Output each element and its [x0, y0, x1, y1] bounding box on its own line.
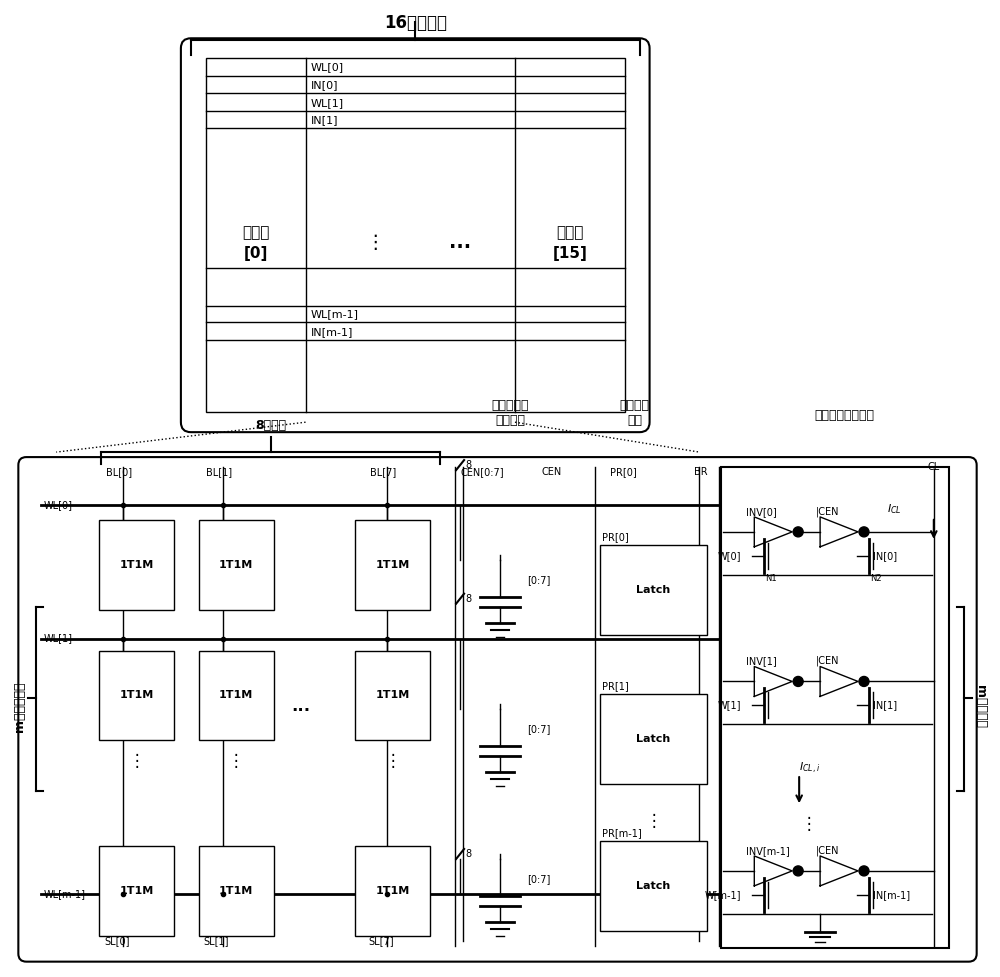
Text: [0:7]: [0:7]: [527, 873, 550, 884]
Circle shape: [859, 527, 869, 537]
Bar: [600, 695, 707, 785]
Text: WL[m-1]: WL[m-1]: [43, 889, 85, 899]
FancyBboxPatch shape: [18, 457, 977, 961]
Text: ⋮: ⋮: [801, 815, 817, 833]
Text: 8: 8: [465, 460, 471, 470]
Circle shape: [859, 676, 869, 687]
Bar: [355, 846, 430, 936]
Text: 子阵列
[0]: 子阵列 [0]: [242, 225, 269, 261]
Text: 1T1M: 1T1M: [119, 560, 154, 570]
Text: ⋮: ⋮: [128, 752, 145, 770]
Text: 8位权重: 8位权重: [255, 419, 286, 432]
Text: SL[1]: SL[1]: [204, 936, 229, 946]
Text: 1T1M: 1T1M: [119, 886, 154, 896]
Bar: [600, 545, 707, 635]
Text: 功能选择传
输管阵列: 功能选择传 输管阵列: [491, 400, 529, 427]
Text: Latch: Latch: [636, 584, 671, 595]
Text: BL[7]: BL[7]: [370, 467, 397, 477]
Text: 1T1M: 1T1M: [219, 886, 253, 896]
Text: WL[1]: WL[1]: [43, 633, 72, 644]
Text: 1T1M: 1T1M: [376, 691, 410, 701]
Bar: [99, 651, 174, 741]
Text: $I_{CL}$: $I_{CL}$: [887, 502, 901, 516]
Text: WL[0]: WL[0]: [311, 63, 344, 72]
Text: IN[1]: IN[1]: [311, 115, 338, 126]
Text: Latch: Latch: [636, 881, 671, 891]
Text: PR[0]: PR[0]: [602, 531, 628, 542]
Circle shape: [793, 676, 803, 687]
Bar: [199, 651, 274, 741]
FancyBboxPatch shape: [181, 38, 650, 432]
Text: N2: N2: [870, 573, 882, 582]
Text: 近存模拟计算阵列: 近存模拟计算阵列: [814, 409, 874, 422]
Text: ⋮: ⋮: [366, 234, 385, 252]
Text: ⋮: ⋮: [384, 752, 401, 770]
Text: IN[0]: IN[0]: [873, 551, 897, 561]
Bar: [721, 467, 949, 948]
Text: PR[m-1]: PR[m-1]: [602, 828, 641, 838]
Text: BL[0]: BL[0]: [106, 467, 132, 477]
Text: ⋮: ⋮: [228, 752, 245, 770]
Text: WL[0]: WL[0]: [43, 500, 72, 510]
Circle shape: [793, 527, 803, 537]
Text: 8: 8: [465, 594, 471, 604]
Circle shape: [859, 866, 869, 876]
Text: 子阵列
[15]: 子阵列 [15]: [552, 225, 587, 261]
Text: WL[1]: WL[1]: [311, 98, 344, 107]
Circle shape: [793, 866, 803, 876]
Text: 参考锁存
阵列: 参考锁存 阵列: [620, 400, 650, 427]
Text: SL[0]: SL[0]: [104, 936, 130, 946]
Text: PR[1]: PR[1]: [602, 681, 628, 692]
Text: W[m-1]: W[m-1]: [705, 890, 741, 900]
Text: CEN[0:7]: CEN[0:7]: [460, 467, 504, 477]
Text: W[0]: W[0]: [718, 551, 741, 561]
Text: m个输入端: m个输入端: [974, 685, 987, 728]
Text: CEN: CEN: [542, 467, 562, 477]
Text: 1T1M: 1T1M: [376, 560, 410, 570]
Bar: [355, 520, 430, 610]
Text: INV[0]: INV[0]: [746, 507, 777, 517]
Text: N1: N1: [765, 573, 777, 582]
Bar: [99, 520, 174, 610]
Text: |CEN: |CEN: [816, 656, 840, 666]
Text: 16个子阵列: 16个子阵列: [384, 15, 447, 32]
Text: INV[1]: INV[1]: [746, 657, 777, 666]
Text: [0:7]: [0:7]: [527, 724, 550, 735]
Bar: [355, 651, 430, 741]
Text: BR: BR: [694, 467, 708, 477]
Text: IN[0]: IN[0]: [311, 80, 338, 90]
Text: IN[1]: IN[1]: [873, 701, 897, 710]
Bar: [600, 841, 707, 931]
Text: 1T1M: 1T1M: [376, 886, 410, 896]
Text: SL[7]: SL[7]: [368, 936, 394, 946]
Text: ⋮: ⋮: [645, 812, 662, 830]
Text: IN[m-1]: IN[m-1]: [873, 890, 910, 900]
Text: 1T1M: 1T1M: [219, 691, 253, 701]
Text: PR[0]: PR[0]: [610, 467, 636, 477]
Text: [0:7]: [0:7]: [527, 574, 550, 585]
Bar: [199, 520, 274, 610]
Text: IN[m-1]: IN[m-1]: [311, 327, 353, 337]
Text: |CEN: |CEN: [816, 506, 840, 517]
Text: W[1]: W[1]: [718, 701, 741, 710]
Bar: [206, 59, 625, 412]
Text: 1T1M: 1T1M: [119, 691, 154, 701]
Text: CL: CL: [928, 462, 940, 472]
Text: BL[1]: BL[1]: [206, 467, 232, 477]
Text: |CEN: |CEN: [816, 845, 840, 856]
Text: m个权重数据: m个权重数据: [13, 681, 26, 732]
Text: INV[m-1]: INV[m-1]: [746, 846, 790, 856]
Text: 8: 8: [465, 849, 471, 859]
Text: 1T1M: 1T1M: [219, 560, 253, 570]
Text: Latch: Latch: [636, 735, 671, 744]
Text: ...: ...: [291, 698, 310, 715]
Text: $I_{CL,i}$: $I_{CL,i}$: [799, 761, 820, 776]
Bar: [199, 846, 274, 936]
Text: ...: ...: [449, 234, 471, 252]
Bar: [99, 846, 174, 936]
Text: WL[m-1]: WL[m-1]: [311, 309, 359, 319]
